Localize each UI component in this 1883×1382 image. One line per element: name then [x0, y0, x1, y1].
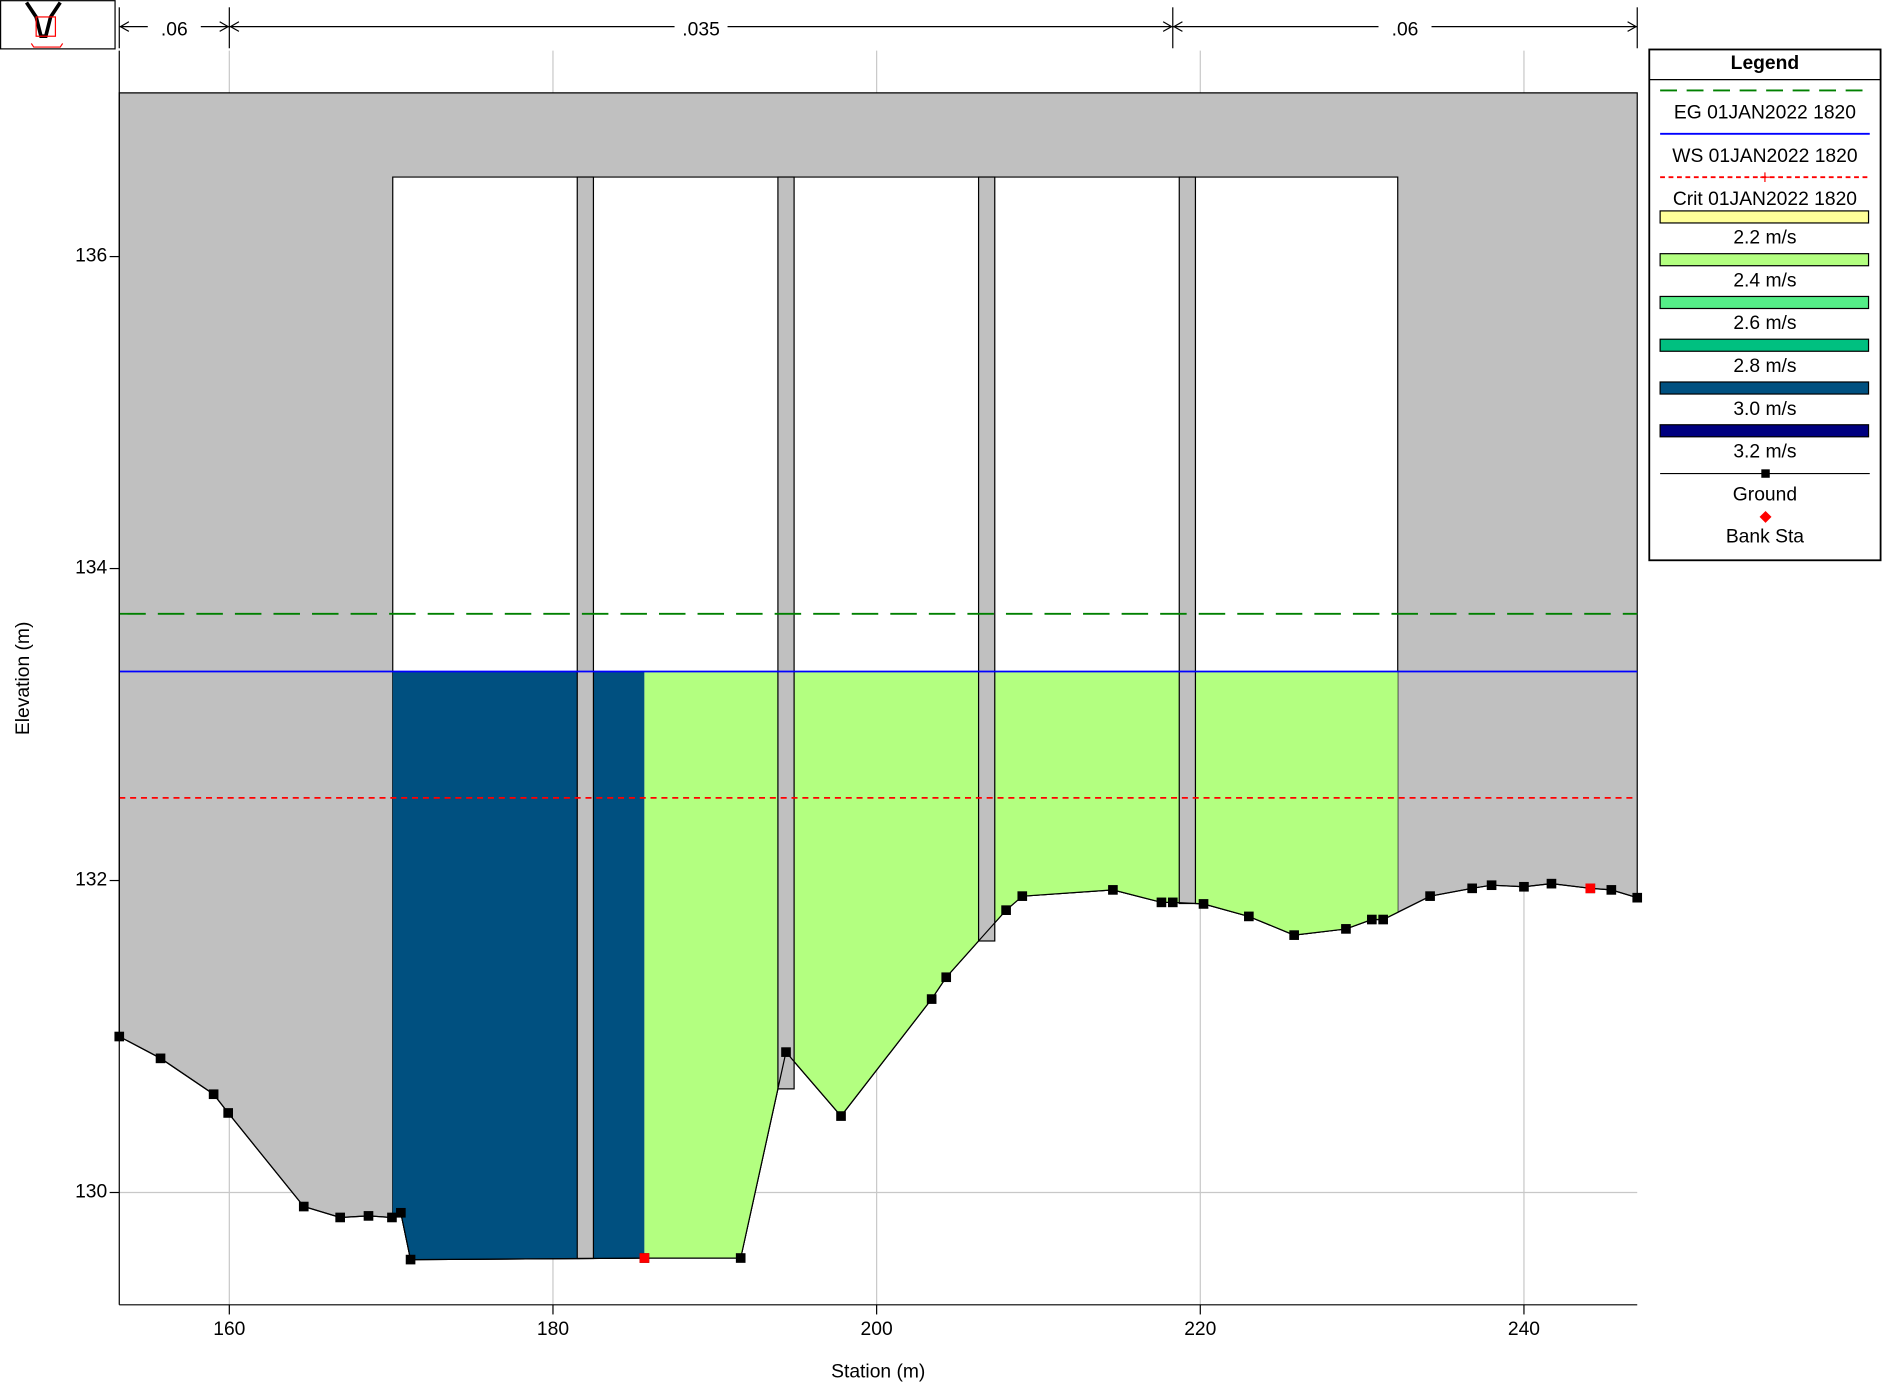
n-label: .035 [682, 19, 720, 40]
x-tick-label: 200 [861, 1319, 893, 1340]
thumbnail [0, 0, 116, 50]
ground-point [1167, 897, 1178, 908]
legend-swatch [1659, 381, 1870, 395]
ground-point [1632, 892, 1643, 903]
ground-point [363, 1211, 374, 1221]
legend-marker [1761, 469, 1770, 478]
pier [1178, 176, 1197, 905]
ground-point [926, 994, 937, 1004]
n-arrowhead [229, 21, 1173, 32]
legend-marker [1760, 172, 1770, 182]
legend-swatch [1659, 338, 1870, 352]
ground-point [1341, 924, 1351, 934]
legend-label: 2.8 m/s [1733, 356, 1796, 377]
ground-point [1467, 883, 1477, 894]
ground-point [1378, 914, 1388, 925]
bank-station [1585, 883, 1596, 894]
n-label-bg [1378, 15, 1432, 38]
ground-point [941, 972, 952, 983]
ground-point [298, 1201, 309, 1212]
y-axis-title: Elevation (m) [13, 622, 34, 736]
n-label: .06 [161, 19, 188, 40]
pier [977, 176, 996, 942]
x-tick-label: 240 [1508, 1319, 1540, 1340]
pier [777, 176, 795, 1090]
ground-point [1519, 881, 1529, 892]
ground-point [1017, 891, 1028, 901]
ground-point [735, 1253, 746, 1263]
ground-point [387, 1212, 397, 1223]
legend-label: Bank Sta [1726, 526, 1804, 547]
legend-swatch [1659, 424, 1870, 438]
legend-label: Crit 01JAN2022 1820 [1673, 189, 1857, 210]
n-label: .06 [1392, 19, 1419, 40]
legend-title: Legend [1731, 53, 1800, 74]
y-tick-label: 132 [75, 870, 107, 891]
legend-swatch [1659, 295, 1870, 310]
n-label-bg [674, 15, 728, 38]
ground-point [1198, 899, 1209, 909]
legend-label: 3.0 m/s [1733, 399, 1796, 420]
ground-point [1289, 930, 1299, 940]
ground-point [335, 1212, 345, 1223]
ground-point [1108, 885, 1118, 895]
ground-point [781, 1047, 791, 1057]
ground-point [1001, 905, 1011, 915]
n-arrowhead [119, 21, 230, 32]
ground-point [405, 1254, 416, 1265]
legend-label: EG 01JAN2022 1820 [1674, 102, 1856, 123]
legend-label: Ground [1733, 484, 1797, 505]
legend-label: 2.4 m/s [1733, 270, 1796, 291]
ground-point [1606, 885, 1617, 895]
ground-point [1425, 891, 1435, 901]
y-tick-label: 130 [75, 1182, 107, 1203]
y-tick-label: 134 [75, 558, 107, 579]
legend-label: WS 01JAN2022 1820 [1672, 146, 1857, 167]
legend-label: 3.2 m/s [1733, 442, 1796, 463]
legend-swatch [1659, 210, 1870, 224]
x-tick-label: 180 [537, 1319, 569, 1340]
x-tick-label: 160 [213, 1319, 245, 1340]
ground-point [1156, 897, 1167, 908]
ground-point [396, 1207, 406, 1218]
bank-station [639, 1253, 650, 1263]
y-tick-label: 136 [75, 246, 107, 267]
flow-area [644, 671, 1398, 1259]
flow-area [392, 671, 645, 1260]
ground-point [1546, 878, 1557, 889]
ground-point [1244, 911, 1254, 922]
x-axis-title: Station (m) [831, 1361, 925, 1382]
legend: Legend EG 01JAN2022 1820 WS 01JAN2022 1820… [1648, 48, 1882, 562]
n-label-bg [147, 15, 201, 38]
legend-label: 2.2 m/s [1733, 228, 1796, 249]
n-arrowhead [1172, 21, 1638, 32]
ground-point [155, 1053, 166, 1064]
legend-label: 2.6 m/s [1733, 313, 1796, 334]
legend-swatch [1659, 253, 1870, 267]
ground-point [1367, 914, 1377, 925]
ground-point [1486, 880, 1497, 891]
ground-point [208, 1089, 219, 1100]
ground-point [836, 1111, 846, 1121]
pier [576, 176, 595, 1260]
ground-point [223, 1108, 233, 1118]
x-tick-label: 220 [1184, 1319, 1216, 1340]
